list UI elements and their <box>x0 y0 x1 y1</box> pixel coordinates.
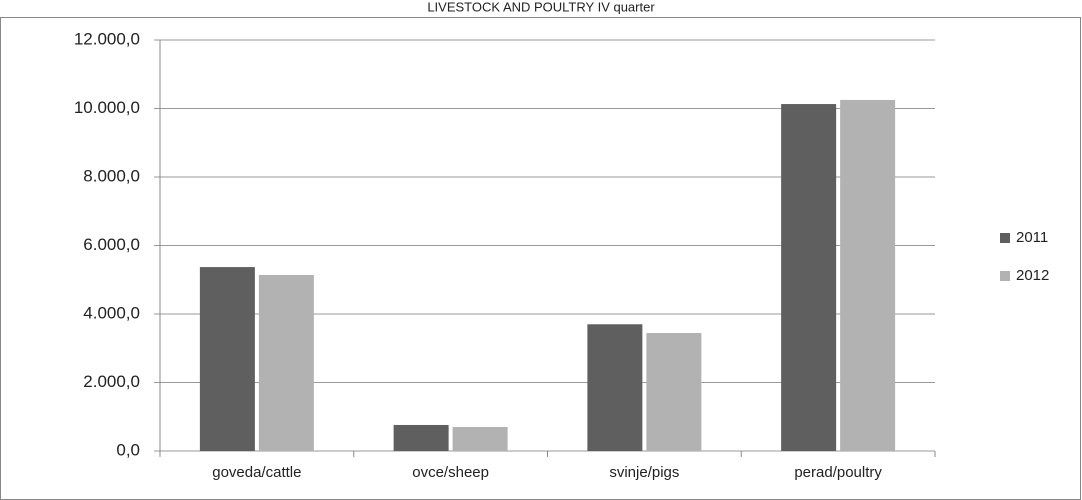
x-tick-label: ovce/sheep <box>412 464 489 481</box>
legend-label: 2012 <box>1016 267 1049 284</box>
bar <box>646 333 702 451</box>
x-tick-label: perad/poultry <box>794 464 882 481</box>
bar <box>781 104 837 452</box>
y-tick-label: 0,0 <box>116 440 140 459</box>
chart-title: LIVESTOCK AND POULTRY IV quarter <box>427 0 655 14</box>
x-tick-label: svinje/pigs <box>609 464 679 481</box>
bar <box>452 427 508 451</box>
y-tick-label: 4.000,0 <box>83 303 140 322</box>
y-tick-label: 2.000,0 <box>83 372 140 391</box>
legend-label: 2011 <box>1016 229 1048 246</box>
bar <box>587 324 643 451</box>
y-tick-label: 8.000,0 <box>83 166 140 185</box>
bar <box>840 99 896 451</box>
legend-swatch <box>1000 233 1010 243</box>
bar <box>258 274 314 451</box>
chart-frame <box>0 17 1081 500</box>
legend-swatch <box>1000 271 1010 281</box>
y-tick-label: 12.000,0 <box>74 29 140 48</box>
bar <box>393 424 449 451</box>
y-tick-label: 6.000,0 <box>83 235 140 254</box>
x-tick-label: goveda/cattle <box>212 464 301 481</box>
bar <box>199 267 255 451</box>
y-tick-label: 10.000,0 <box>74 98 140 117</box>
